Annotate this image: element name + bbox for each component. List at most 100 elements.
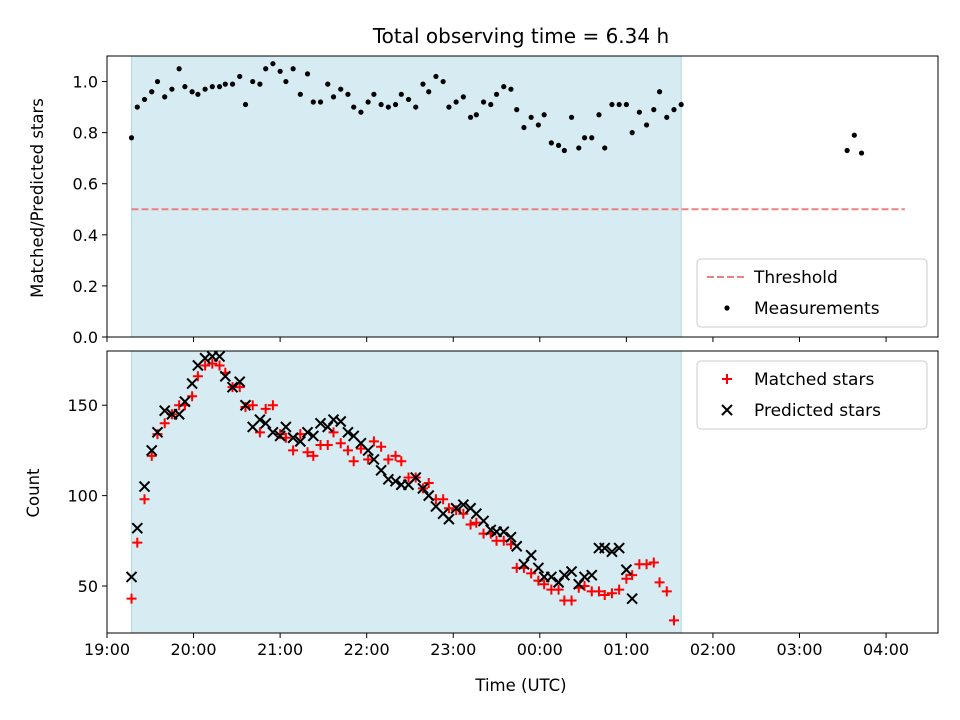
measurement-point — [149, 89, 155, 95]
predicted-star-point — [259, 417, 272, 430]
matched-star-point — [187, 391, 198, 402]
legend-label: Predicted stars — [754, 401, 881, 421]
measurement-point — [568, 114, 575, 120]
measurement-point — [514, 107, 520, 113]
x-tick-label: 19:00 — [84, 640, 130, 659]
measurement-point — [576, 145, 582, 151]
predicted-star-point — [613, 542, 625, 554]
measurement-point — [501, 84, 507, 90]
measurement-point — [433, 73, 439, 80]
matched-star-point — [668, 615, 679, 626]
predicted-star-point — [558, 569, 571, 581]
measurement-point — [629, 130, 635, 136]
top-panel: 0.0 0.2 0.4 0.6 0.8 1.0 Threshold Measurements — [73, 55, 939, 347]
measurement-point — [371, 91, 377, 97]
measurement-point — [209, 84, 215, 90]
observing-window-span — [131, 55, 682, 338]
measurement-point — [385, 104, 391, 110]
matched-star-point — [207, 358, 218, 369]
legend-predicted-marker — [721, 404, 733, 416]
predicted-star-point — [599, 542, 611, 554]
y-tick-label: 0.6 — [73, 175, 98, 194]
x-tick-label: 20:00 — [171, 640, 217, 659]
matched-star-point — [192, 371, 203, 382]
y-tick-label: 150 — [67, 396, 98, 415]
x-tick-label: 23:00 — [430, 640, 476, 659]
predicted-star-point — [525, 549, 537, 561]
measurement-point — [446, 104, 452, 110]
legend-measurements-marker — [724, 305, 730, 311]
measurement-point — [561, 147, 567, 154]
measurement-point — [493, 91, 500, 97]
predicted-star-point — [226, 381, 239, 393]
matched-star-point — [275, 429, 286, 440]
measurement-point — [521, 124, 527, 131]
matched-star-point — [648, 557, 659, 568]
predicted-star-point — [125, 571, 138, 583]
matched-star-point — [641, 559, 652, 570]
matched-star-point — [423, 477, 434, 488]
matched-star-point — [363, 454, 374, 465]
legend-label: Threshold — [753, 268, 838, 288]
matched-star-point — [606, 588, 617, 599]
matched-star-point — [614, 584, 625, 595]
x-tick-label: 01:00 — [603, 640, 649, 659]
matched-star-point — [335, 438, 346, 449]
measurement-point — [277, 68, 283, 74]
matched-star-point — [465, 519, 476, 530]
predicted-star-point — [179, 395, 191, 408]
measurement-point — [508, 86, 514, 92]
bottom-y-axis-label: Count — [24, 468, 43, 518]
measurement-point — [541, 112, 547, 118]
matched-star-point — [471, 517, 482, 528]
predicted-star-point — [417, 482, 429, 495]
measurement-point — [636, 109, 642, 115]
measurement-point — [671, 107, 677, 113]
legend-label: Measurements — [754, 299, 880, 319]
measurement-point — [656, 89, 663, 95]
matched-star-point — [621, 573, 632, 584]
measurement-point — [250, 78, 256, 85]
measurement-point — [358, 109, 364, 115]
measurement-point — [195, 91, 201, 97]
x-axis-label: Time (UTC) — [474, 676, 566, 695]
matched-star-point — [458, 508, 469, 519]
measurement-point — [310, 99, 316, 105]
matched-star-point — [627, 570, 638, 581]
predicted-star-point — [626, 592, 638, 605]
measurement-point — [467, 114, 474, 120]
measurement-point — [189, 89, 195, 95]
matched-star-point — [159, 418, 170, 429]
predicted-star-point — [511, 540, 523, 552]
measurement-point — [609, 101, 615, 108]
measurement-point — [182, 84, 188, 90]
matched-star-point — [451, 505, 462, 516]
y-tick-label: 0.8 — [73, 124, 98, 143]
measurement-point — [169, 86, 175, 92]
chart-title: Total observing time = 6.34 h — [372, 24, 669, 48]
matched-star-point — [267, 400, 278, 411]
matched-star-point — [526, 568, 537, 579]
measurement-point — [365, 99, 371, 105]
matched-star-point — [254, 427, 265, 438]
predicted-star-point — [552, 576, 565, 589]
measurement-point — [678, 101, 684, 108]
measurement-point — [330, 94, 337, 100]
matched-star-point — [126, 593, 137, 604]
measurement-point — [202, 86, 208, 92]
matched-star-point — [438, 494, 449, 505]
measurement-point — [263, 66, 269, 72]
predicted-star-point — [342, 426, 354, 439]
predicted-star-point — [294, 435, 307, 448]
measurement-point — [176, 66, 182, 72]
top-y-axis-label: Matched/Predicted stars — [28, 98, 47, 298]
legend-box — [696, 258, 928, 328]
measurement-point — [473, 112, 479, 118]
measurement-point — [257, 81, 263, 87]
predicted-star-point — [267, 426, 279, 439]
measurement-point — [420, 81, 426, 87]
measurement-point — [460, 94, 466, 100]
measurement-point — [297, 91, 303, 97]
measurement-point — [623, 101, 629, 108]
